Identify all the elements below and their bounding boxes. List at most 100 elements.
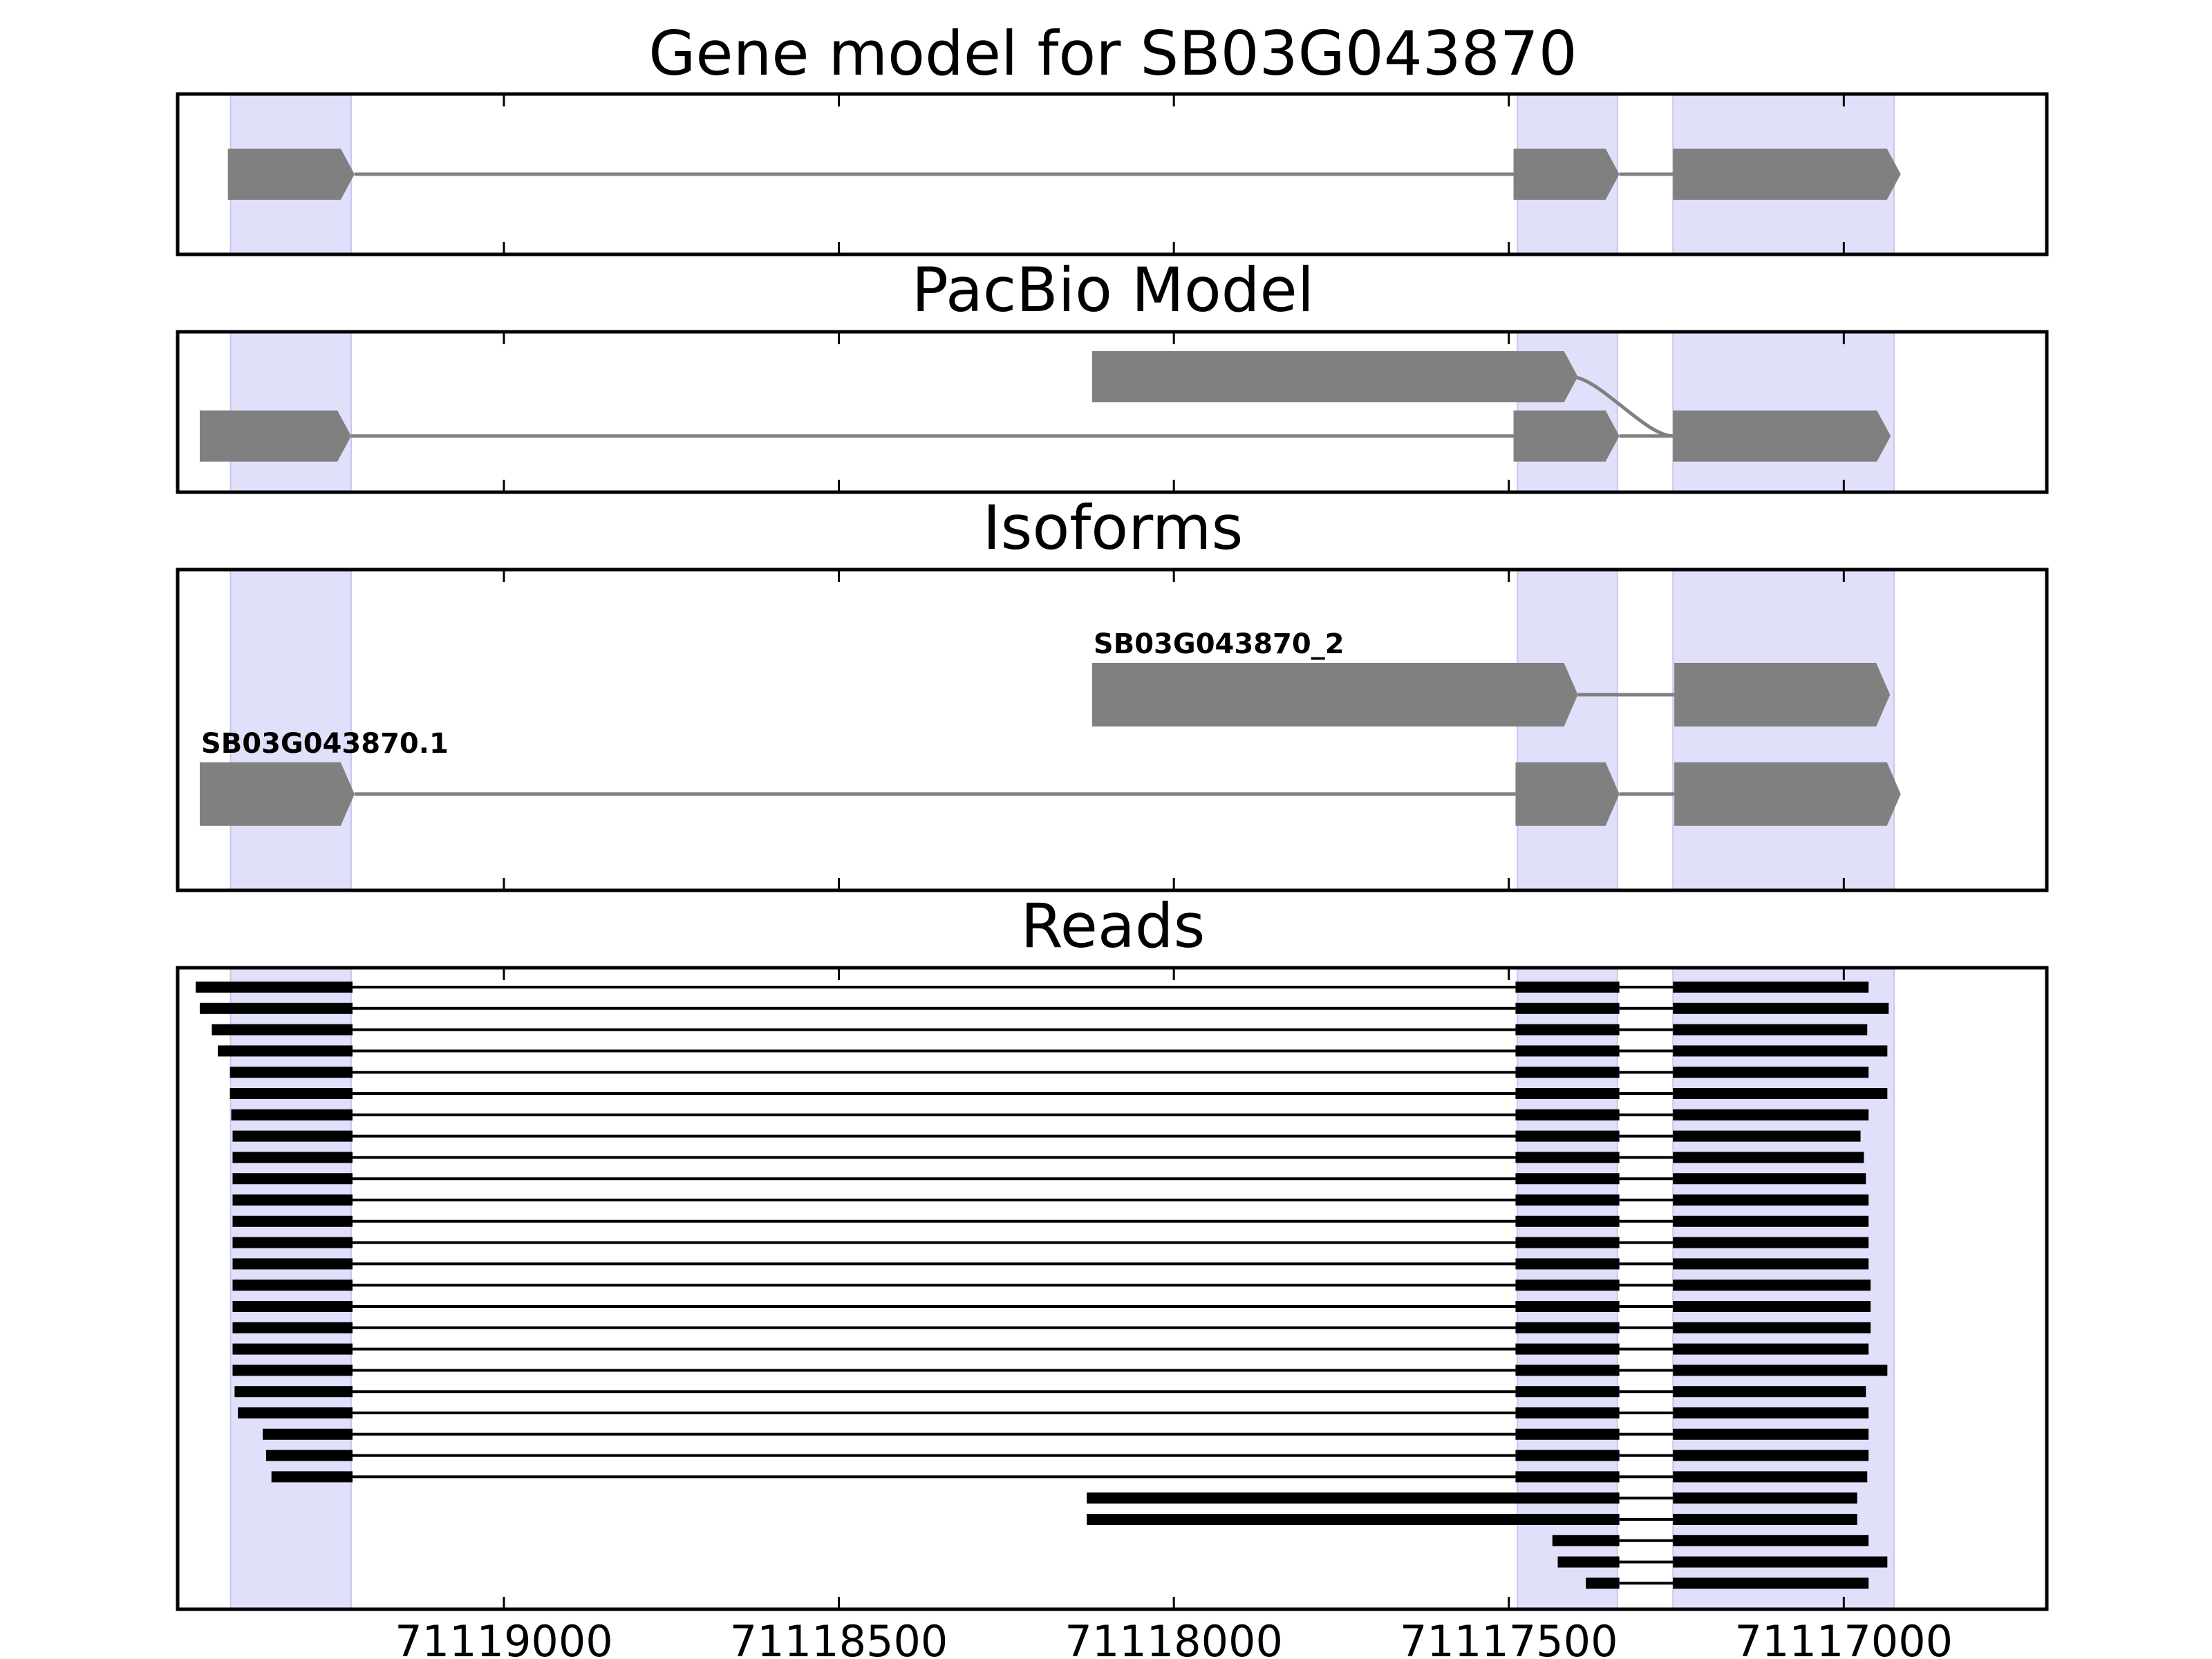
read-block (1515, 982, 1620, 993)
gene-model-panel: Gene model for SB03G043870 (176, 18, 2049, 256)
read-block (1515, 1343, 1620, 1355)
read-block (1673, 1365, 1888, 1376)
read-block (1673, 1514, 1857, 1525)
isoform-label: SB03G043870.1 (201, 728, 449, 760)
read-block (1673, 1535, 1869, 1546)
read-block (271, 1471, 353, 1483)
read-block (232, 1322, 353, 1333)
isoforms-panel: Isoforms SB03G043870_2 SB03G043870.1 (176, 492, 2049, 892)
read-block (1673, 1130, 1861, 1142)
read-block (1552, 1535, 1620, 1546)
read-block (1087, 1492, 1620, 1504)
exon-block (1673, 410, 1891, 462)
highlight-band-2 (1517, 569, 1618, 891)
read-block (1515, 1258, 1620, 1270)
read-block (1673, 1556, 1888, 1568)
read-block (212, 1024, 353, 1035)
isoforms-title: Isoforms (983, 492, 1244, 563)
read-block (1673, 1428, 1869, 1440)
read-block (1515, 1280, 1620, 1291)
x-axis-tick-labels: 71119000 71118500 71118000 71117500 71117000 (395, 1616, 1953, 1659)
read-block (1673, 1471, 1868, 1483)
read-block (234, 1386, 353, 1398)
pacbio-model-title: PacBio Model (912, 254, 1314, 326)
exon-block (199, 410, 352, 462)
read-block (238, 1407, 353, 1418)
highlight-band-3 (1672, 569, 1895, 891)
exon-block (1513, 149, 1620, 200)
read-block (199, 1002, 353, 1014)
exon-block (1674, 662, 1891, 727)
read-block (232, 1280, 353, 1291)
read-block (1515, 1237, 1620, 1248)
x-tick-label: 71117000 (1735, 1616, 1953, 1659)
exon-block (227, 149, 355, 200)
gene-model-axes-frame (176, 92, 2049, 256)
read-block (1515, 1109, 1620, 1121)
read-block (1673, 1258, 1869, 1270)
read-block (1515, 1130, 1620, 1142)
read-block (1673, 1215, 1869, 1227)
read-block (1673, 1088, 1888, 1099)
reads-title: Reads (1021, 890, 1206, 962)
read-block (232, 1130, 353, 1142)
read-block (1673, 1450, 1869, 1461)
read-block (229, 1067, 353, 1078)
pacbio-model-axes-frame (176, 330, 2049, 494)
isoform-label: SB03G043870_2 (1094, 628, 1344, 660)
read-block (1515, 1450, 1620, 1461)
read-block (232, 1215, 353, 1227)
highlight-band-1 (229, 569, 353, 891)
read-block (232, 1365, 353, 1376)
x-tick-label: 71118000 (1065, 1616, 1283, 1659)
read-block (263, 1428, 353, 1440)
read-block (232, 1301, 353, 1312)
read-block (1673, 1386, 1866, 1398)
read-block (1673, 1045, 1888, 1057)
read-block (1557, 1556, 1620, 1568)
read-block (1673, 1002, 1889, 1014)
pacbio-model-panel: PacBio Model (176, 254, 2049, 494)
exon-block (1091, 350, 1578, 402)
exon-block (1515, 762, 1620, 826)
read-block (1673, 1194, 1869, 1206)
exon-block (199, 762, 355, 826)
read-block (232, 1173, 353, 1185)
read-block (1515, 1471, 1620, 1483)
isoforms-axes-frame (176, 568, 2049, 892)
read-block (232, 1237, 353, 1248)
x-tick-label: 71119000 (395, 1616, 613, 1659)
read-block (1673, 1301, 1871, 1312)
read-block (1673, 1152, 1864, 1163)
read-block (218, 1045, 353, 1057)
exon-block (1091, 662, 1578, 727)
read-block (1673, 1492, 1857, 1504)
read-block (232, 1152, 353, 1163)
exon-block (1673, 149, 1901, 200)
read-block (1673, 1109, 1869, 1121)
read-block (232, 1258, 353, 1270)
read-block (1515, 1386, 1620, 1398)
x-tick-label: 71118500 (730, 1616, 948, 1659)
read-block (1515, 1045, 1620, 1057)
read-block (1087, 1514, 1620, 1525)
read-block (1673, 982, 1869, 993)
read-block (1673, 1237, 1869, 1248)
read-block (265, 1450, 353, 1461)
read-block (1515, 1152, 1620, 1163)
read-block (1515, 1173, 1620, 1185)
read-block (1515, 1322, 1620, 1333)
read-block (1515, 1194, 1620, 1206)
read-block (1515, 1428, 1620, 1440)
read-block (232, 1194, 353, 1206)
exon-block (1674, 762, 1901, 826)
read-block (1673, 1280, 1871, 1291)
read-block (232, 1343, 353, 1355)
read-block (229, 1088, 353, 1099)
read-block (1673, 1343, 1869, 1355)
read-block (1673, 1322, 1871, 1333)
read-block (1515, 1365, 1620, 1376)
read-block (196, 982, 353, 993)
read-block (1515, 1024, 1620, 1035)
